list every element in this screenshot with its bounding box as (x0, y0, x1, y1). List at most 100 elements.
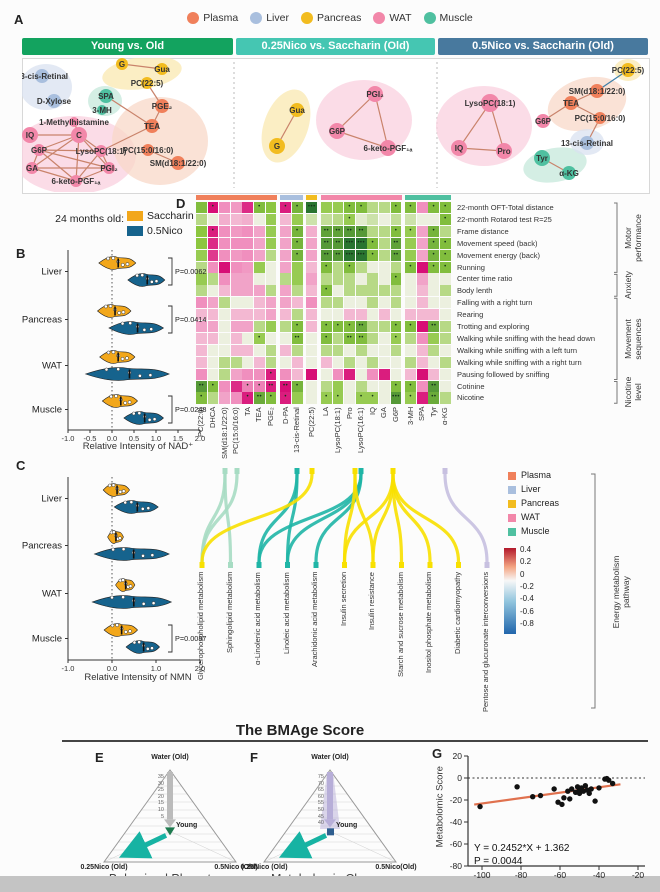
heatmap-cell (291, 392, 303, 404)
chord-curve (391, 472, 461, 564)
panel-e-label: E (95, 750, 104, 765)
legend-item: Liver (250, 12, 289, 24)
jitter-point (118, 490, 123, 494)
jitter-point (140, 507, 145, 511)
metabolite-node (70, 175, 82, 187)
jitter-point (141, 554, 145, 558)
heatmap-cell (219, 309, 231, 321)
metabolite-node (95, 145, 107, 157)
heatmap-cell (280, 309, 292, 321)
x-tick-label: -80 (515, 870, 528, 880)
metabolite-label: 6-keto-PGF₁ₐ (52, 177, 101, 186)
heatmap-cell (242, 225, 254, 237)
metabolite-node (33, 144, 45, 156)
network-edge (336, 93, 376, 132)
heatmap-cell (321, 213, 332, 226)
heatmap-cell (405, 297, 417, 309)
heatmap-cell (219, 297, 231, 309)
network-edge (38, 149, 102, 152)
pathway-chords (199, 468, 490, 568)
heatmap-cell (207, 344, 219, 356)
metabolite-label: D-Xylose (37, 97, 72, 106)
heatmap-cell (440, 380, 451, 392)
jitter-point (111, 350, 116, 354)
colorbar-tick: -0.4 (520, 594, 534, 604)
comparison-header: 0.5Nico vs. Saccharin (Old) (438, 38, 648, 55)
heatmap-cell (280, 213, 292, 226)
metabolite-label: Gua (289, 106, 305, 115)
heatmap-cell (416, 202, 428, 214)
heatmap-cell (367, 368, 379, 380)
legend-swatch (508, 528, 516, 536)
heatmap-cell (440, 297, 451, 309)
tissue-label: WAT (42, 361, 62, 372)
metabolite-node (99, 89, 113, 103)
heatmap-cell (230, 368, 242, 380)
heatmap-cell: •• (254, 392, 265, 404)
heatmap-cell (265, 297, 277, 309)
heatmap-cell: • (428, 225, 440, 237)
panel-d-label: D (176, 196, 186, 211)
heatmap-cell: • (254, 332, 265, 345)
heatmap-cell: • (207, 202, 219, 214)
metabolite-node (171, 156, 185, 170)
jitter-point (150, 280, 154, 284)
heatmap-cell (306, 297, 318, 309)
heatmap-cell (280, 321, 292, 333)
heatmap-row-label: Pausing followed by sniffing (457, 369, 550, 379)
jitter-point (108, 304, 113, 308)
heatmap-column-label: Tyr (428, 407, 438, 418)
trend-arrow (278, 831, 328, 859)
jitter-point (104, 367, 109, 372)
jitter-point (142, 328, 147, 332)
heatmap-cell (242, 273, 254, 285)
metabolite-node (380, 140, 396, 156)
p-bracket (168, 624, 173, 653)
jitter-point (107, 483, 112, 488)
colorbar-tick: 0 (520, 569, 525, 579)
energy-pathway-label: Energy metabolism pathway (611, 537, 632, 647)
metabolite-label: TEA (144, 122, 160, 131)
heatmap-cell (219, 285, 231, 297)
heatmap-cell (230, 344, 242, 356)
metabolite-label: G6P (535, 117, 552, 126)
heatmap-cell (321, 356, 332, 368)
regression-line (474, 783, 621, 806)
heatmap-cell (367, 285, 379, 297)
panel-f-label: F (250, 750, 258, 765)
heatmap-cell (344, 380, 356, 392)
heatmap-column-label: SPA (417, 407, 427, 422)
row-group-bracket (614, 381, 618, 404)
chord-bottom-anchor (313, 562, 319, 568)
pancreas-legend-dot (300, 12, 313, 24)
radar-center-label: Young (336, 822, 358, 829)
heatmap-cell (196, 321, 207, 333)
metabolite-node (451, 140, 467, 156)
heatmap-cell (207, 309, 219, 321)
heatmap-cell: • (355, 392, 367, 404)
heatmap-group-bar (196, 195, 277, 200)
pathway-label: Arachidonic acid metabolism (310, 572, 319, 668)
heatmap-cell (219, 261, 231, 273)
young-marker (327, 828, 334, 836)
heatmap-cell (416, 237, 428, 249)
jitter-point (114, 394, 118, 398)
chord-top-anchor (390, 468, 396, 474)
heatmap-cell (306, 225, 318, 237)
tissue-label: Muscle (32, 634, 62, 645)
legend-series-label: 0.5Nico (147, 225, 183, 237)
heatmap-cell: •• (332, 237, 344, 249)
heatmap-cell: • (265, 392, 277, 404)
chord-curve (223, 472, 233, 564)
comparison-header: 0.25Nico vs. Saccharin (Old) (236, 38, 435, 55)
heatmap-cell (230, 285, 242, 297)
heatmap-cell (390, 261, 402, 273)
metabolite-label: G (119, 60, 125, 69)
heatmap-cell (196, 237, 207, 249)
radar-spoke (169, 831, 237, 863)
heatmap-row-label: Running (457, 262, 485, 272)
heatmap-cell (207, 213, 219, 226)
heatmap-cell (291, 285, 303, 297)
chord-top-anchor (358, 468, 364, 474)
